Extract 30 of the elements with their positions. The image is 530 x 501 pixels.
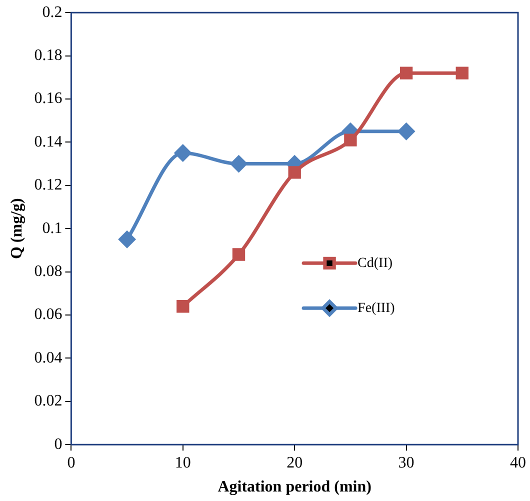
y-tick-label: 0.1 [42, 220, 62, 237]
y-tick-label: 0.04 [34, 349, 62, 366]
y-tick-label: 0.16 [34, 90, 62, 108]
x-tick-label: 40 [510, 454, 526, 472]
point [456, 66, 468, 80]
point [398, 123, 415, 140]
y-tick-label: 0.14 [34, 133, 62, 150]
y-tick-label: 0.2 [42, 4, 62, 21]
y-tick-label: 0.08 [34, 263, 62, 280]
y-axis-title: Q (mg/g) [8, 198, 26, 260]
y-tick-label: 0.02 [34, 392, 62, 410]
x-axis-title: Agitation period (min) [218, 478, 372, 496]
y-tick-label: 0.18 [34, 47, 62, 64]
point [118, 231, 136, 248]
point [176, 300, 190, 313]
point [288, 166, 301, 179]
x-tick-label: 0 [67, 454, 76, 472]
x-tick-label: 30 [398, 454, 414, 472]
point [230, 156, 247, 172]
legend-label: Cd(II) [358, 256, 393, 271]
y-tick-label: 0.12 [34, 176, 62, 194]
x-tick-label: 20 [286, 454, 303, 472]
point [174, 144, 192, 162]
x-tick-label: 10 [174, 454, 191, 472]
point [232, 248, 246, 261]
point [344, 134, 357, 146]
y-tick-label: 0.06 [34, 306, 62, 324]
point [400, 66, 413, 80]
legend-label: Fe(III) [358, 300, 396, 316]
y-tick-label: 0 [54, 436, 62, 453]
